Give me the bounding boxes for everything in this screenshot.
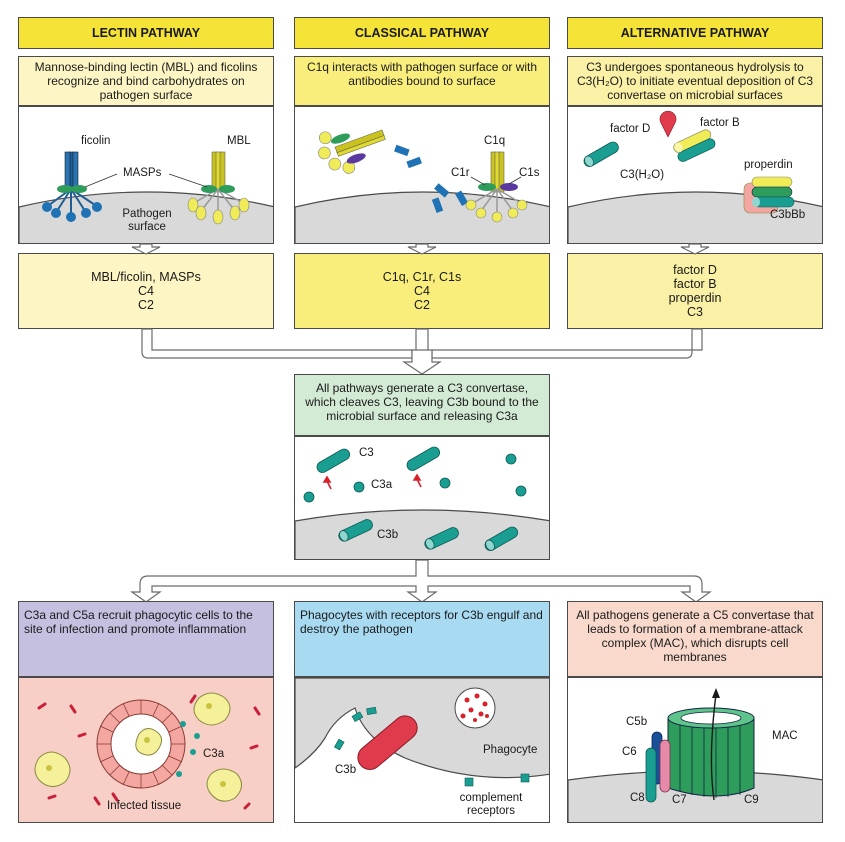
- mac-illustration: C5b C6 C7 C8 C9 MAC: [567, 677, 823, 823]
- factor-b-molecule: [673, 129, 716, 162]
- alternative-illustration: factor D factor B C3(H₂O) properdin C3bB…: [567, 106, 823, 244]
- classical-description: C1q interacts with pathogen surface or w…: [294, 56, 550, 106]
- classical-component-1: C4: [414, 284, 430, 298]
- alternative-component-3: C3: [687, 305, 703, 319]
- phagocyte-label: Phagocyte: [483, 744, 538, 756]
- classical-pathway-title: CLASSICAL PATHWAY: [294, 17, 550, 49]
- inflammation-illustration: C3a Infected tissue: [18, 677, 274, 823]
- c1q-label: C1q: [484, 135, 506, 147]
- alternative-components: factor D factor B properdin C3: [567, 253, 823, 329]
- phagocytosis-illustration: C3b Phagocyte complement receptors: [294, 677, 550, 823]
- lectin-component-0: MBL/ficolin, MASPs: [91, 270, 201, 284]
- mac-label: MAC: [772, 730, 798, 742]
- bound-c1q-complex: [465, 151, 528, 223]
- alternative-component-0: factor D: [673, 263, 717, 277]
- c7-label: C7: [672, 794, 687, 806]
- c8-label: C8: [630, 792, 645, 804]
- c3h2o-label: C3(H₂O): [620, 169, 665, 181]
- lectin-illustration: ficolin MBL MASPs Pathogen surface: [18, 106, 274, 244]
- c3h2o-molecule: [583, 141, 619, 167]
- convertase-illustration: C3 C3a C3b: [294, 436, 550, 560]
- free-c1q-molecule: [318, 129, 386, 174]
- ficolin-molecule: [42, 151, 102, 222]
- phagocytosis-description: Phagocytes with receptors for C3b engulf…: [294, 601, 550, 677]
- mbl-label: MBL: [227, 135, 251, 147]
- c5b-label: C5b: [626, 716, 648, 728]
- factor-d-label: factor D: [610, 123, 651, 135]
- factor-b-label: factor B: [700, 117, 740, 129]
- engulfed-pathogen: [357, 715, 418, 770]
- lectin-pathway-title: LECTIN PATHWAY: [18, 17, 274, 49]
- properdin-label: properdin: [744, 159, 793, 171]
- mbl-molecule: [187, 151, 250, 225]
- c3bbb-properdin-complex: [743, 176, 795, 214]
- c3-label: C3: [359, 447, 374, 459]
- phagosome: [454, 687, 496, 729]
- c3a-tissue-label: C3a: [203, 748, 225, 760]
- c1r-label: C1r: [451, 167, 470, 179]
- inflammation-description: C3a and C5a recruit phagocytic cells to …: [18, 601, 274, 677]
- classical-components: C1q, C1r, C1s C4 C2: [294, 253, 550, 329]
- complement-receptors-label: complement receptors: [459, 792, 523, 817]
- c6-label: C6: [622, 746, 637, 758]
- lectin-component-2: C2: [138, 298, 154, 312]
- lectin-description: Mannose-binding lectin (MBL) and ficolin…: [18, 56, 274, 106]
- classical-component-2: C2: [414, 298, 430, 312]
- c9-label: C9: [744, 794, 759, 806]
- classical-component-0: C1q, C1r, C1s: [382, 270, 462, 284]
- alternative-description: C3 undergoes spontaneous hydrolysis to C…: [567, 56, 823, 106]
- mac-description: All pathogens generate a C5 convertase t…: [567, 601, 823, 677]
- infected-tissue-label: Infected tissue: [107, 800, 182, 812]
- alternative-component-1: factor B: [673, 277, 717, 291]
- blood-vessel: [96, 699, 186, 789]
- c3b-phagocyte-label: C3b: [335, 764, 357, 776]
- alternative-pathway-title: ALTERNATIVE PATHWAY: [567, 17, 823, 49]
- free-antibody-fragments: [394, 144, 422, 169]
- pathogen-surface-label: Pathogen surface: [122, 208, 172, 233]
- lectin-components: MBL/ficolin, MASPs C4 C2: [18, 253, 274, 329]
- c1s-label: C1s: [519, 167, 540, 179]
- lectin-component-1: C4: [138, 284, 154, 298]
- classical-illustration: C1q C1r C1s: [294, 106, 550, 244]
- masps-label: MASPs: [123, 167, 162, 179]
- convertase-description: All pathways generate a C3 convertase, w…: [294, 374, 550, 436]
- ficolin-label: ficolin: [81, 135, 111, 147]
- alternative-component-2: properdin: [668, 291, 722, 305]
- c3b-label: C3b: [377, 529, 399, 541]
- c3a-label: C3a: [371, 479, 393, 491]
- c3bbb-label: C3bBb: [770, 209, 806, 221]
